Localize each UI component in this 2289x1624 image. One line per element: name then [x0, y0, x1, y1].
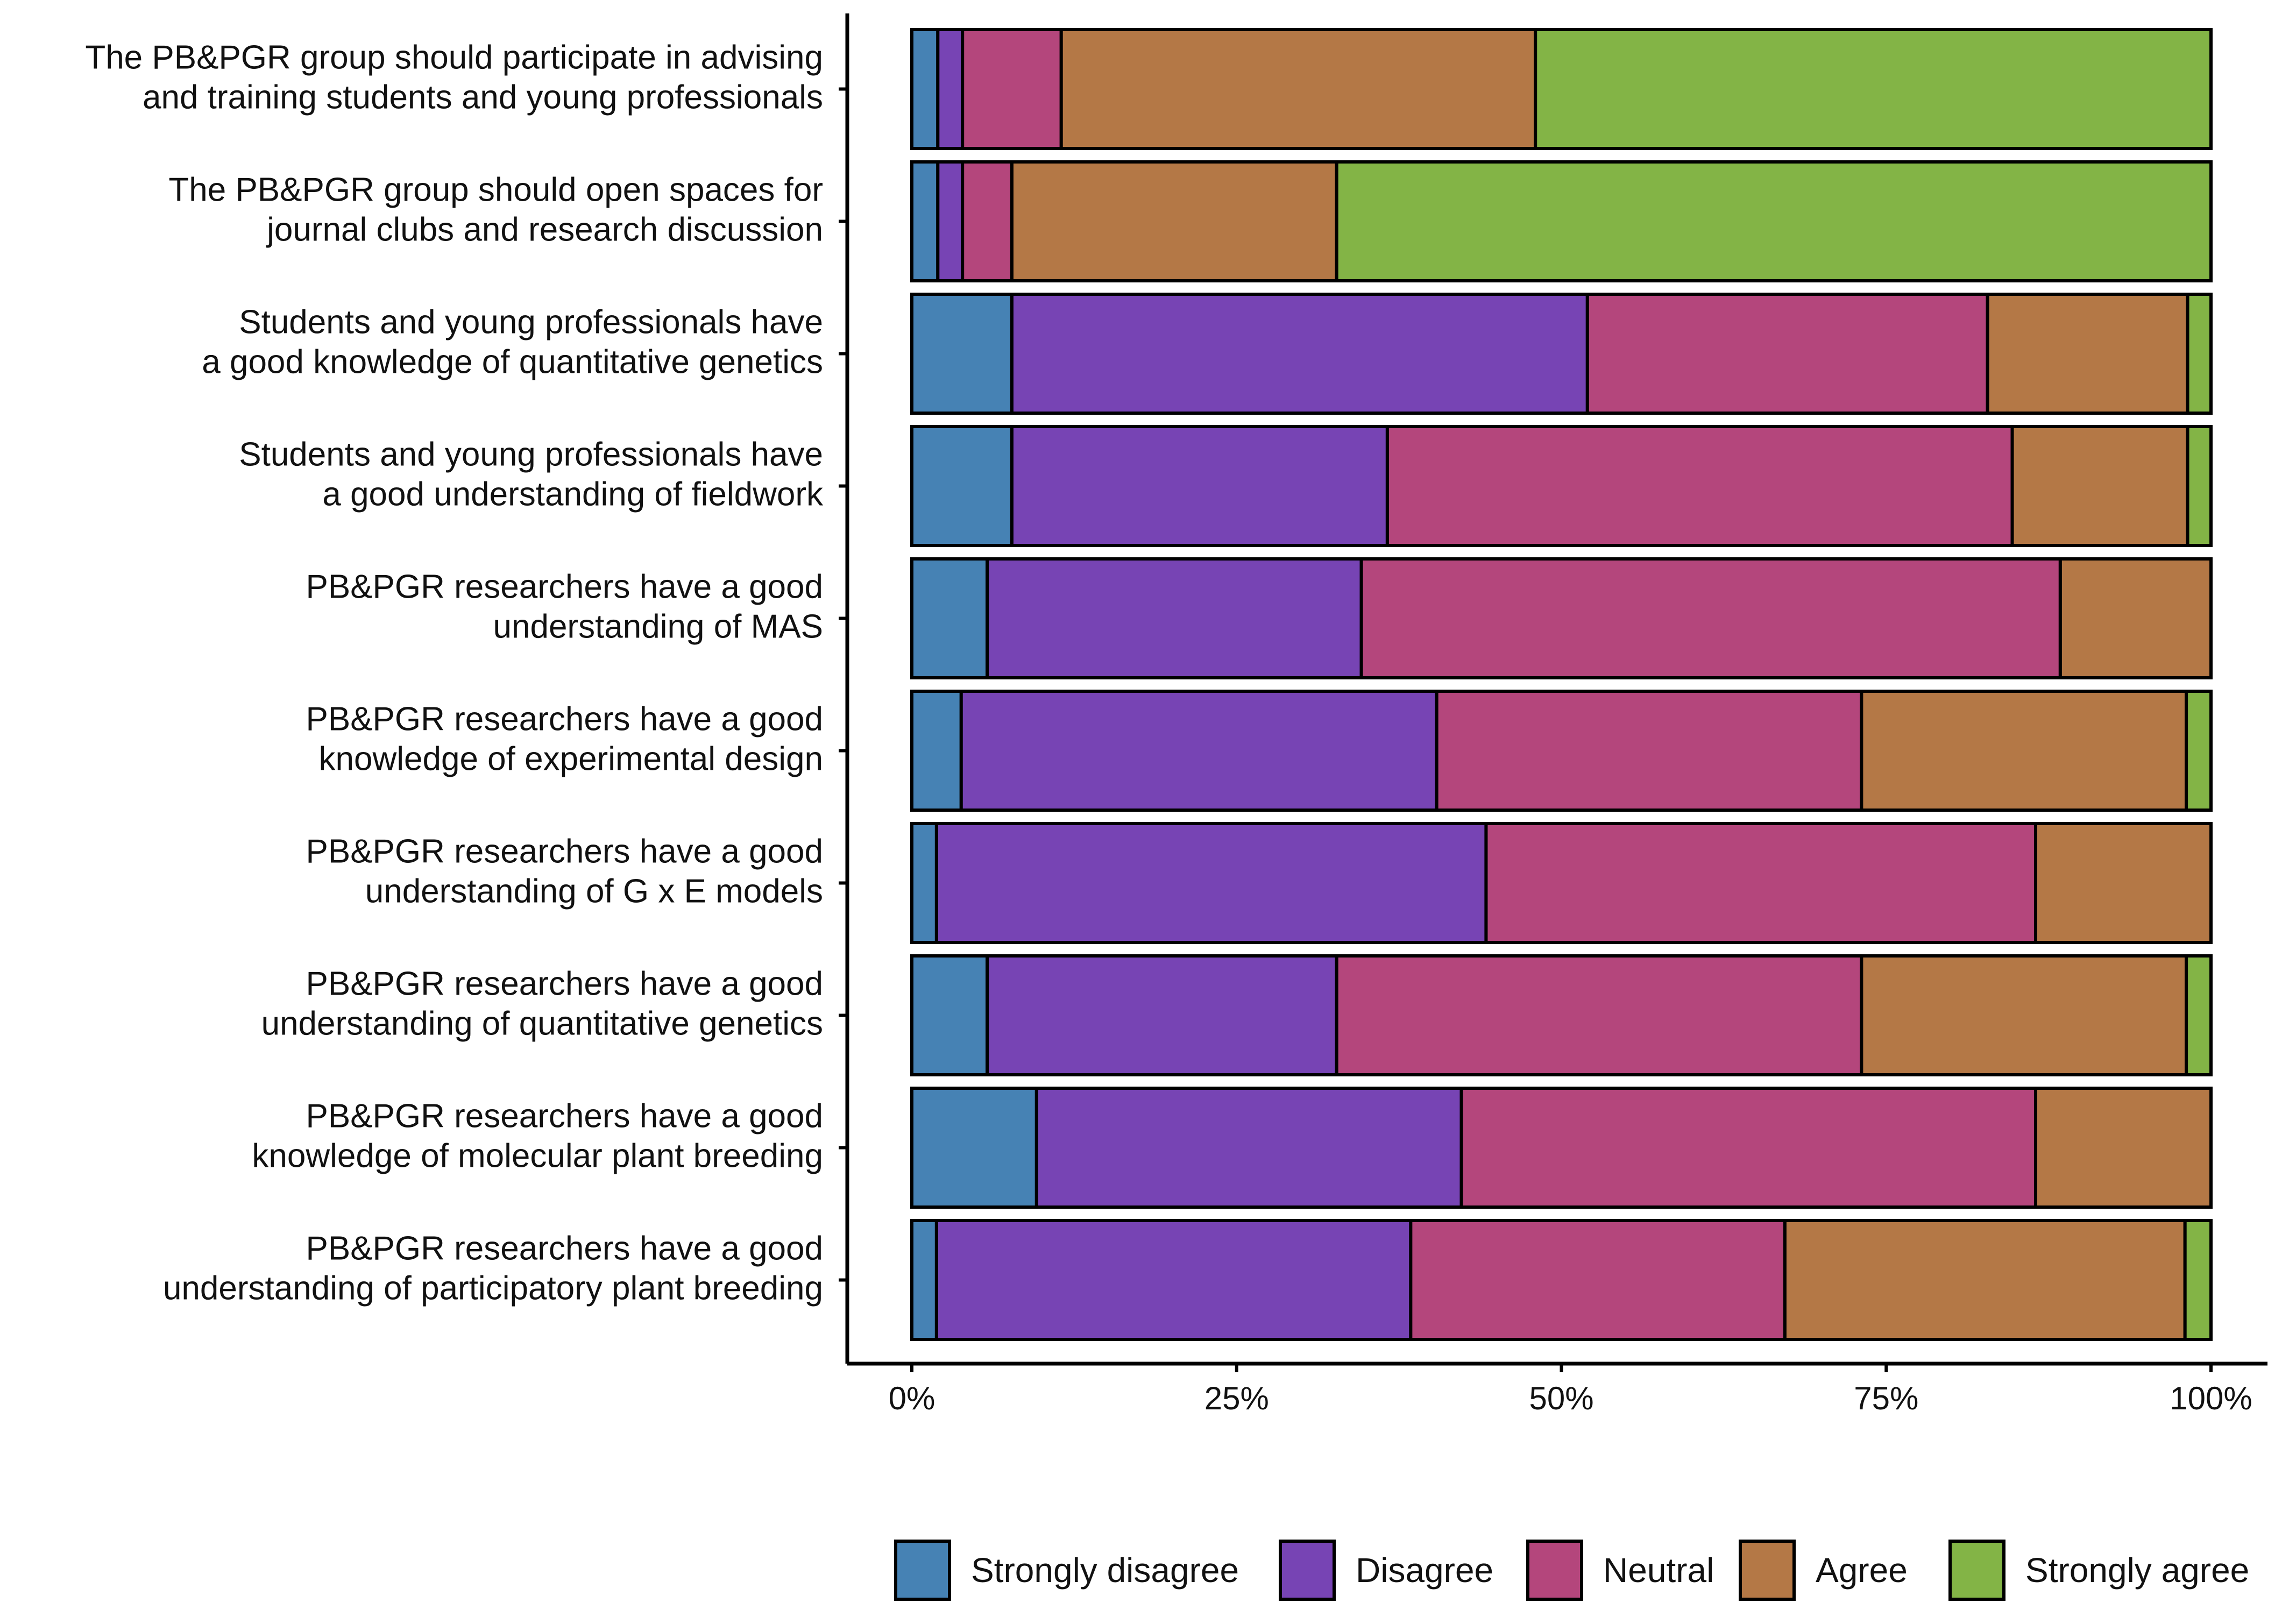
bar-segment-strongly-disagree-row-7	[910, 822, 938, 944]
legend-swatch-strongly-agree	[1948, 1540, 2005, 1601]
category-label-line: a good knowledge of quantitative genetic…	[202, 344, 823, 381]
bar-segment-neutral-row-9	[1459, 1087, 2037, 1209]
bar-segment-agree-row-8	[1860, 954, 2188, 1076]
axes-layer	[839, 13, 2267, 1366]
bar-segment-strongly-disagree-row-9	[910, 1087, 1038, 1209]
bar-segment-strongly-agree-row-6	[2185, 690, 2213, 812]
legend-swatch-agree	[1739, 1540, 1796, 1601]
category-label-line: PB&PGR researchers have a good	[306, 701, 823, 738]
bar-segment-disagree-row-3	[1010, 293, 1589, 415]
bar-segment-agree-row-9	[2033, 1087, 2213, 1209]
bar-segment-strongly-disagree-row-3	[910, 293, 1014, 415]
category-label: PB&PGR researchers have a good knowledge …	[306, 701, 823, 778]
category-label-line: understanding of G x E models	[365, 873, 823, 910]
bar-segment-strongly-agree-row-8	[2185, 954, 2213, 1076]
bar-segment-strongly-disagree-row-1	[910, 28, 940, 150]
category-label-line: understanding of quantitative genetics	[261, 1005, 823, 1043]
bar-segment-strongly-agree-row-3	[2186, 293, 2213, 415]
bar-segment-strongly-agree-row-4	[2186, 425, 2213, 547]
category-label: Students and young professionals have a g…	[239, 436, 824, 513]
bar-segment-strongly-disagree-row-8	[910, 954, 989, 1076]
bar-segment-neutral-row-8	[1335, 954, 1863, 1076]
x-tick-label: 75%	[1854, 1380, 1918, 1416]
bar-segment-agree-row-7	[2033, 822, 2213, 944]
category-label-line: journal clubs and research discussion	[266, 211, 823, 249]
bar-segment-agree-row-2	[1010, 160, 1338, 282]
category-label: PB&PGR researchers have a good knowledge …	[252, 1098, 823, 1175]
legend-label-strongly-disagree: Strongly disagree	[971, 1551, 1239, 1590]
category-label: PB&PGR researchers have a good understand…	[261, 966, 823, 1043]
bar-segment-disagree-row-2	[936, 160, 965, 282]
category-label: PB&PGR researchers have a good understand…	[306, 569, 823, 646]
bar-segment-neutral-row-6	[1435, 690, 1863, 812]
category-label-line: and training students and young professi…	[143, 79, 823, 116]
legend-swatch-disagree	[1279, 1540, 1336, 1601]
category-label: The PB&PGR group should open spaces for j…	[168, 172, 823, 249]
bar-segment-strongly-disagree-row-6	[910, 690, 963, 812]
category-label-line: The PB&PGR group should participate in a…	[85, 39, 823, 76]
bar-segment-neutral-row-1	[961, 28, 1063, 150]
bar-segment-disagree-row-9	[1034, 1087, 1463, 1209]
bar-segment-agree-row-4	[2010, 425, 2189, 547]
bar-segment-agree-row-10	[1783, 1219, 2187, 1341]
category-label: PB&PGR researchers have a good understand…	[306, 833, 823, 910]
x-tick-label: 100%	[2170, 1380, 2252, 1416]
bar-segment-strongly-agree-row-10	[2183, 1219, 2213, 1341]
category-label-line: PB&PGR researchers have a good	[306, 1098, 823, 1135]
category-label-line: PB&PGR researchers have a good	[306, 569, 823, 606]
category-label-line: PB&PGR researchers have a good	[306, 966, 823, 1003]
bar-segment-neutral-row-2	[961, 160, 1014, 282]
bar-segment-disagree-row-4	[1010, 425, 1389, 547]
legend-label-strongly-agree: Strongly agree	[2025, 1551, 2249, 1590]
bar-segment-neutral-row-3	[1585, 293, 1989, 415]
bar-segment-neutral-row-7	[1484, 822, 2037, 944]
bar-segment-strongly-disagree-row-5	[910, 557, 989, 679]
bar-segment-disagree-row-10	[934, 1219, 1413, 1341]
category-label: Students and young professionals have a g…	[202, 304, 823, 381]
bar-segment-agree-row-6	[1860, 690, 2188, 812]
bar-segment-neutral-row-4	[1385, 425, 2014, 547]
bar-segment-strongly-disagree-row-10	[910, 1219, 938, 1341]
bar-segment-strongly-disagree-row-4	[910, 425, 1014, 547]
legend-swatch-neutral	[1526, 1540, 1583, 1601]
category-label-line: knowledge of molecular plant breeding	[252, 1138, 823, 1175]
x-tick-label: 50%	[1529, 1380, 1593, 1416]
x-tick-label: 0%	[889, 1380, 936, 1416]
legend: Strongly disagree Disagree Neutral Agree Str…	[894, 1540, 2249, 1601]
bar-segment-agree-row-5	[2058, 557, 2213, 679]
category-label-line: understanding of participatory plant bre…	[163, 1270, 823, 1307]
bar-segment-disagree-row-6	[959, 690, 1438, 812]
legend-label-agree: Agree	[1816, 1551, 1908, 1590]
x-axis-ticks: 0% 25% 50% 75% 100%	[889, 1364, 2252, 1416]
legend-label-neutral: Neutral	[1603, 1551, 1714, 1590]
category-label-line: PB&PGR researchers have a good	[306, 833, 823, 870]
bar-segment-agree-row-3	[1986, 293, 2189, 415]
bar-segment-neutral-row-5	[1359, 557, 2062, 679]
bar-segment-disagree-row-7	[934, 822, 1488, 944]
legend-label-disagree: Disagree	[1356, 1551, 1493, 1590]
bar-segment-neutral-row-10	[1409, 1219, 1787, 1341]
legend-swatch-strongly-disagree	[894, 1540, 951, 1601]
bar-segment-strongly-disagree-row-2	[910, 160, 940, 282]
bar-segment-disagree-row-1	[936, 28, 965, 150]
category-label-line: PB&PGR researchers have a good	[306, 1230, 823, 1267]
bar-segment-agree-row-1	[1059, 28, 1537, 150]
category-label: The PB&PGR group should participate in a…	[85, 39, 823, 116]
bar-segment-strongly-agree-row-1	[1534, 28, 2213, 150]
x-tick-label: 25%	[1204, 1380, 1269, 1416]
category-labels: The PB&PGR group should participate in a…	[85, 39, 824, 1307]
category-label-line: The PB&PGR group should open spaces for	[168, 172, 823, 209]
category-label-line: a good understanding of fieldwork	[322, 476, 824, 513]
bar-segment-disagree-row-5	[986, 557, 1363, 679]
category-label-line: Students and young professionals have	[239, 436, 823, 473]
category-label-line: Students and young professionals have	[239, 304, 823, 341]
category-label: PB&PGR researchers have a good understand…	[163, 1230, 823, 1307]
category-label-line: knowledge of experimental design	[319, 741, 823, 778]
bars-layer	[910, 28, 2213, 1341]
category-label-line: understanding of MAS	[493, 608, 824, 646]
bar-segment-strongly-agree-row-2	[1335, 160, 2213, 282]
bar-segment-disagree-row-8	[986, 954, 1338, 1076]
